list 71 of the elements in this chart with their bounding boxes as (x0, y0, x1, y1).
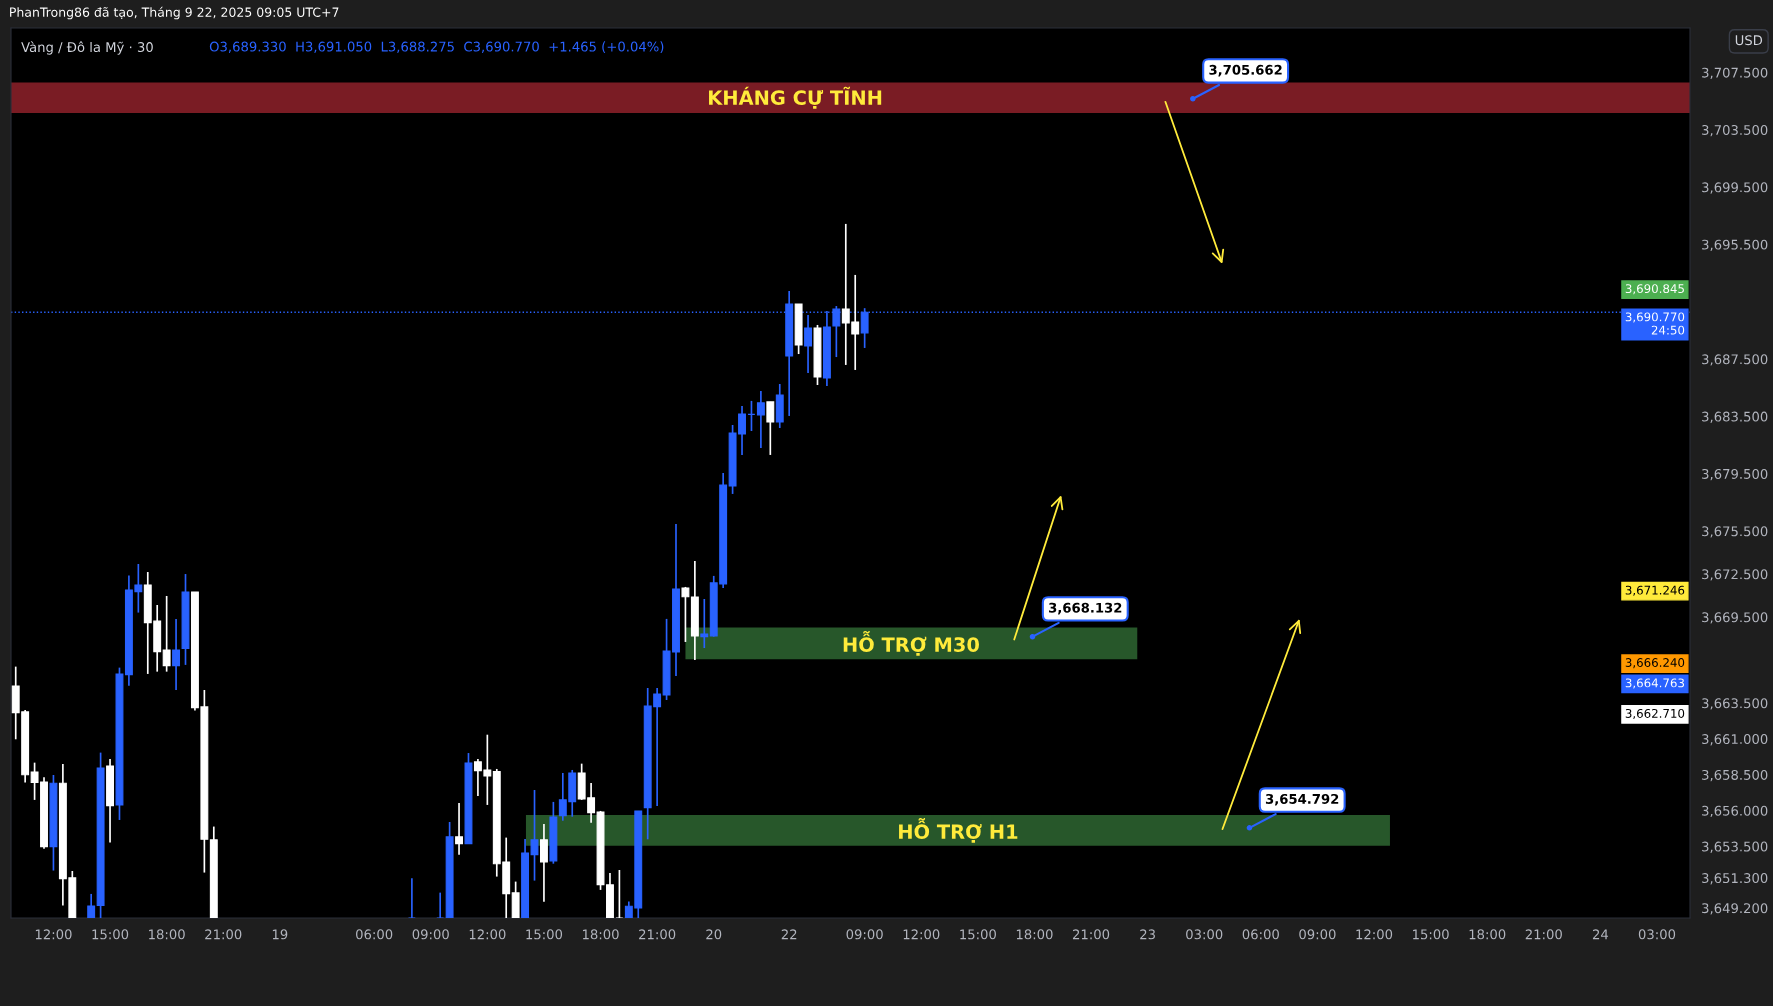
x-tick-label: 21:00 (1072, 929, 1110, 940)
y-axis-title: USD (1735, 35, 1763, 46)
x-tick-label: 12:00 (35, 929, 72, 940)
band-label: HỖ TRỢ M30 (843, 630, 979, 656)
candlestick (681, 586, 690, 643)
x-tick-label: 18:00 (1469, 929, 1506, 940)
y-tick-label: 3,695.500 (1702, 239, 1768, 251)
text: Vàng / Đô la Mỹ · 30 (21, 41, 153, 55)
y-tick-label: 3,707.500 (1702, 67, 1768, 79)
candlestick (172, 618, 181, 691)
x-tick-label: 12:00 (903, 929, 940, 940)
y-tick-label: 3,675.500 (1702, 526, 1768, 538)
annotation: 3,666.240 (1625, 658, 1685, 669)
candlestick (766, 401, 775, 456)
x-tick-label: 18:00 (582, 929, 619, 940)
text: PhanTrong86 đã tạo, Tháng 9 22, 2025 09:05 UTC+7 (10, 6, 339, 20)
y-tick-label: 3,669.500 (1702, 612, 1768, 624)
y-tick-label: 3,651.300 (1702, 873, 1768, 885)
y-tick-label: 3,687.500 (1702, 354, 1768, 366)
candlestick (700, 598, 709, 649)
x-tick-label: 23 (1140, 929, 1155, 940)
x-tick-label: 18:00 (1016, 929, 1053, 940)
x-tick-label: 19 (272, 929, 288, 940)
candlestick (804, 314, 813, 374)
x-tick-label: 15:00 (526, 929, 563, 940)
candlestick (162, 595, 171, 673)
y-tick-label: 3,656.000 (1702, 805, 1768, 818)
x-tick-label: 06:00 (356, 929, 393, 940)
annotation: 3,664.763 (1625, 678, 1685, 689)
candlestick (455, 802, 463, 856)
annotation: 3,671.246 (1625, 585, 1685, 596)
x-tick-label: 21:00 (205, 929, 242, 940)
candlestick (87, 893, 96, 918)
band-label: KHÁNG CỰ TĨNH (709, 86, 882, 109)
y-tick-label: 3,703.500 (1702, 124, 1768, 137)
y-tick-label: 3,663.500 (1702, 698, 1768, 710)
ref-line-label: 3,690.770 24:50 (1625, 312, 1685, 335)
candlestick (539, 823, 548, 903)
x-tick-label: 09:00 (1299, 929, 1336, 940)
x-tick-label: 21:00 (639, 929, 676, 940)
y-tick-label: 3,683.500 (1702, 411, 1768, 423)
annotation: 3,690.845 (1625, 284, 1684, 295)
y-tick-label: 3,661.000 (1702, 734, 1768, 746)
x-tick-label: 20 (706, 929, 722, 940)
x-tick-label: 06:00 (1242, 929, 1279, 940)
x-tick-label: 21:00 (1525, 929, 1562, 940)
annotation: 3,654.792 (1265, 793, 1339, 806)
x-tick-label: 12:00 (469, 929, 506, 940)
y-tick-label: 3,699.500 (1702, 182, 1768, 194)
x-tick-label: 03:00 (1186, 929, 1223, 940)
y-tick-label: 3,649.200 (1702, 903, 1768, 915)
x-tick-label: 15:00 (92, 929, 129, 940)
x-tick-label: 18:00 (149, 929, 185, 940)
annotation: 3,668.132 (1049, 602, 1122, 615)
y-tick-label: 3,679.500 (1702, 468, 1768, 481)
x-tick-label: 12:00 (1356, 929, 1393, 940)
text: O3,689.330 H3,691.050 L3,688.275 C3,690.770 +1.465 (+0.04%) (209, 41, 664, 54)
x-tick-label: 22 (781, 929, 797, 940)
annotation: 3,662.710 (1625, 708, 1685, 720)
x-tick-label: 03:00 (1638, 929, 1676, 940)
x-tick-label: 15:00 (960, 929, 996, 940)
x-tick-label: 24 (1592, 929, 1609, 940)
x-tick-label: 15:00 (1413, 929, 1449, 940)
y-tick-label: 3,672.500 (1702, 569, 1768, 581)
band-label: HỖ TRỢ H1 (899, 818, 1018, 843)
y-tick-label: 3,653.500 (1702, 841, 1768, 853)
y-tick-label: 3,658.500 (1702, 769, 1768, 782)
x-tick-label: 09:00 (846, 929, 883, 940)
x-tick-label: 09:00 (412, 929, 449, 940)
candlestick (756, 390, 765, 449)
annotation: 3,705.662 (1209, 64, 1282, 77)
